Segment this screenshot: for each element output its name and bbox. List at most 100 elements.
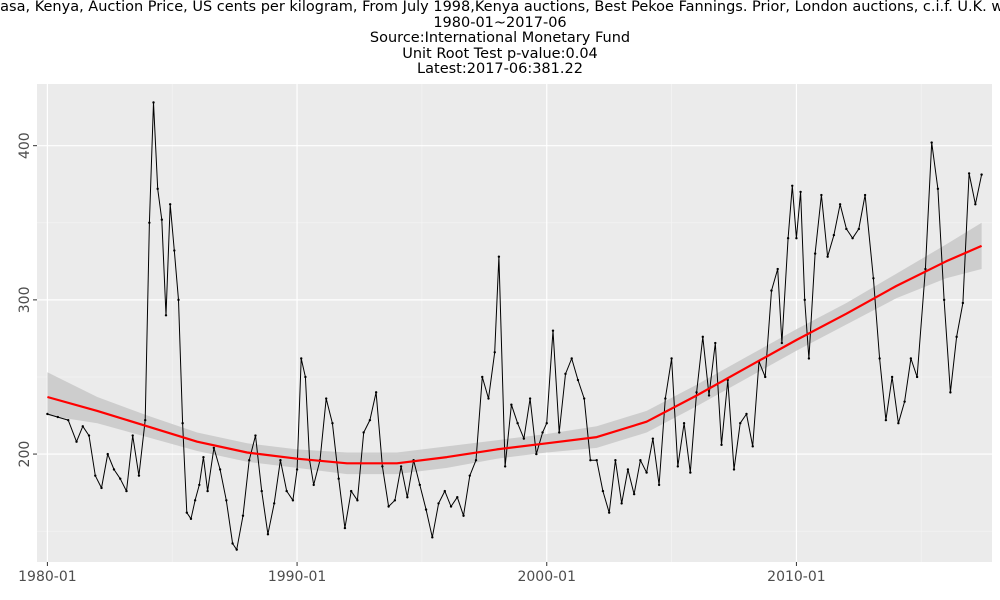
price-data-point bbox=[279, 459, 282, 462]
price-data-point bbox=[576, 378, 580, 382]
price-data-point bbox=[707, 394, 711, 397]
price-data-point bbox=[791, 184, 794, 187]
price-data-point bbox=[820, 193, 823, 197]
price-data-point bbox=[75, 440, 78, 443]
price-data-point bbox=[291, 499, 295, 502]
price-data-point bbox=[764, 375, 767, 379]
price-data-point bbox=[189, 517, 193, 521]
price-data-point bbox=[235, 548, 238, 551]
price-data-point bbox=[56, 415, 60, 419]
price-data-point bbox=[468, 474, 471, 477]
price-data-point bbox=[173, 249, 176, 252]
price-data-point bbox=[164, 314, 168, 317]
x-tick-label: 2000-01 bbox=[517, 569, 576, 585]
price-data-point bbox=[799, 190, 802, 194]
price-data-point bbox=[295, 468, 299, 471]
price-data-point bbox=[639, 459, 642, 462]
price-data-point bbox=[583, 397, 586, 400]
price-data-point bbox=[739, 422, 742, 425]
price-data-point bbox=[930, 141, 933, 144]
chart-subtitle-unit-root: Unit Root Test p-value:0.04 bbox=[402, 45, 598, 62]
confidence-band-group bbox=[47, 222, 982, 475]
price-data-point bbox=[137, 474, 141, 477]
price-data-point bbox=[362, 431, 365, 434]
price-data-point bbox=[795, 236, 798, 240]
price-data-point bbox=[903, 400, 906, 403]
price-data-point bbox=[160, 218, 164, 221]
price-data-point bbox=[632, 492, 636, 496]
price-data-point bbox=[770, 289, 773, 292]
price-data-point bbox=[81, 425, 84, 428]
price-data-point bbox=[300, 357, 303, 360]
price-data-point bbox=[325, 397, 328, 400]
price-data-point bbox=[254, 434, 257, 437]
price-data-point bbox=[942, 298, 946, 302]
x-tick-label: 1990-01 bbox=[268, 569, 327, 585]
price-data-point bbox=[967, 172, 971, 175]
price-data-point bbox=[487, 397, 490, 400]
y-tick-label: 400 bbox=[17, 132, 33, 159]
price-data-point bbox=[522, 437, 526, 440]
price-data-point bbox=[449, 505, 453, 508]
trend-line bbox=[47, 244, 983, 465]
price-data-point bbox=[67, 418, 70, 422]
price-series-line bbox=[47, 102, 983, 551]
chart-subtitle-latest: Latest:2017-06:381.22 bbox=[417, 61, 583, 77]
price-data-point bbox=[528, 397, 532, 400]
x-tick-label: 1980-01 bbox=[18, 569, 77, 585]
price-data-point bbox=[535, 452, 538, 456]
price-data-point bbox=[202, 455, 205, 459]
price-data-point bbox=[570, 357, 573, 360]
price-data-point bbox=[564, 372, 567, 376]
price-data-point bbox=[231, 542, 234, 545]
price-data-point bbox=[807, 357, 811, 360]
y-tick-label: 300 bbox=[17, 287, 33, 314]
price-data-point bbox=[857, 227, 861, 231]
price-data-point bbox=[462, 514, 465, 517]
y-tick-label: 200 bbox=[17, 441, 33, 468]
price-data-point bbox=[897, 422, 900, 425]
price-data-point bbox=[497, 255, 501, 258]
price-data-point bbox=[343, 526, 347, 530]
price-data-point bbox=[974, 203, 977, 206]
price-data-point bbox=[745, 412, 748, 416]
price-data-point bbox=[838, 203, 842, 206]
price-data-point bbox=[437, 502, 440, 505]
price-data-point bbox=[46, 412, 49, 416]
price-data-point bbox=[558, 431, 561, 434]
price-data-point bbox=[980, 173, 983, 176]
price-data-point bbox=[356, 499, 359, 502]
price-data-point bbox=[331, 422, 334, 425]
price-data-point bbox=[94, 474, 97, 477]
axes-group: 200 300 400 1980-01 1990-01 2000-01 2010-01 bbox=[17, 132, 826, 585]
price-data-point bbox=[177, 298, 180, 302]
chart-subtitle-source: Source:International Monetary Fund bbox=[369, 30, 631, 46]
price-data-point bbox=[212, 446, 216, 450]
chart-title: Tea, Mombasa, Kenya, Auction Price, US c… bbox=[0, 0, 1000, 15]
price-data-point bbox=[260, 489, 263, 493]
price-data-point bbox=[225, 499, 228, 502]
price-data-point bbox=[936, 187, 940, 191]
price-data-point bbox=[701, 335, 704, 339]
price-data-point bbox=[826, 255, 829, 258]
price-data-point bbox=[181, 422, 184, 425]
price-data-point bbox=[720, 443, 723, 447]
price-data-point bbox=[148, 221, 151, 224]
price-data-point bbox=[272, 502, 276, 505]
price-data-point bbox=[312, 483, 315, 487]
price-data-point bbox=[406, 496, 409, 499]
price-data-point bbox=[676, 465, 680, 468]
price-data-point bbox=[374, 391, 378, 394]
price-data-point bbox=[368, 418, 372, 422]
chart-titles: Tea, Mombasa, Kenya, Auction Price, US c… bbox=[0, 0, 1000, 78]
x-tick-label: 2010-01 bbox=[767, 569, 826, 585]
price-data-point bbox=[156, 187, 159, 191]
price-data-point bbox=[198, 483, 201, 487]
price-data-point bbox=[955, 335, 958, 339]
price-data-point bbox=[510, 403, 513, 406]
price-data-point bbox=[516, 422, 519, 425]
price-data-point bbox=[645, 471, 648, 474]
price-data-point bbox=[87, 434, 91, 437]
price-data-point bbox=[474, 459, 478, 462]
